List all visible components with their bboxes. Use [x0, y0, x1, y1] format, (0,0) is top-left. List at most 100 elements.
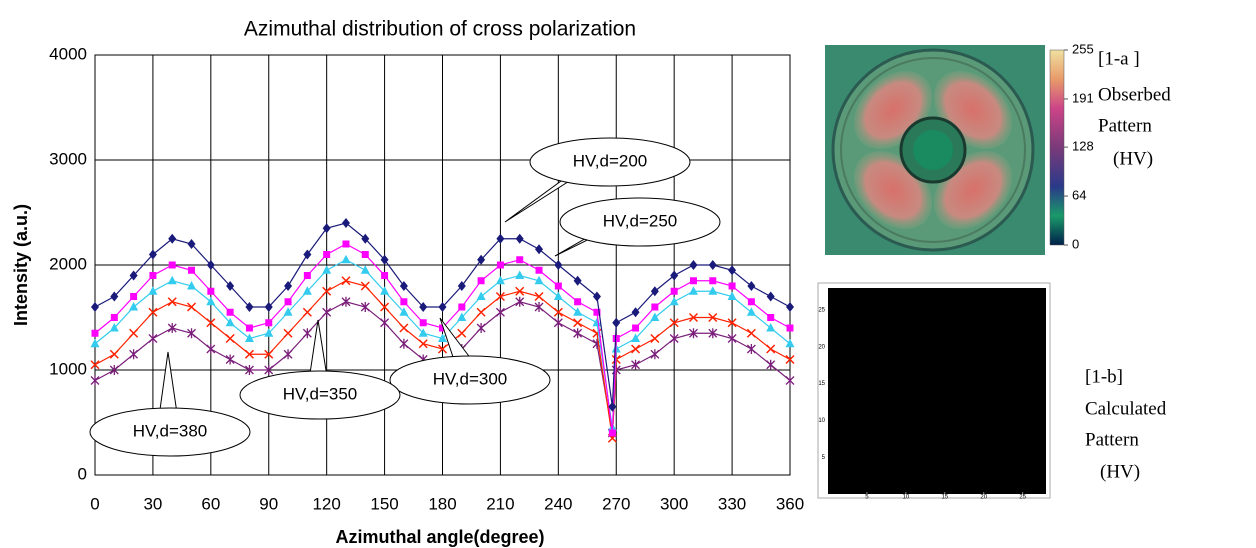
- data-point: [746, 344, 756, 354]
- main-chart: Azimuthal distribution of cross polariza…: [11, 18, 636, 547]
- data-point: [168, 261, 176, 269]
- data-point: [206, 318, 216, 328]
- data-point: [399, 338, 409, 349]
- data-point: [90, 338, 100, 348]
- callout: [239, 370, 401, 420]
- data-point: [322, 265, 332, 274]
- data-point: [785, 338, 795, 348]
- x-tick-label: 30: [143, 494, 162, 513]
- data-point: [766, 291, 775, 302]
- data-point: [457, 312, 467, 321]
- data-point: [534, 275, 544, 285]
- colorbar-label: 255: [1072, 41, 1094, 56]
- data-point: [515, 270, 525, 279]
- data-point: [167, 323, 177, 333]
- data-point: [206, 296, 216, 306]
- data-point: [245, 324, 253, 332]
- center: [913, 130, 953, 170]
- data-point: [360, 265, 370, 274]
- panel-label: Obserbed: [1098, 84, 1171, 105]
- data-point: [303, 272, 311, 279]
- x-tick-label: 150: [370, 494, 398, 513]
- callout: [529, 137, 691, 187]
- data-point: [244, 349, 254, 359]
- data-point: [651, 303, 659, 311]
- calculated-pattern: [817, 282, 1051, 499]
- data-point: [553, 291, 563, 300]
- data-point: [708, 260, 717, 270]
- x-tick-label: 0: [90, 494, 99, 513]
- panel-label: (HV): [1113, 148, 1153, 169]
- data-point: [148, 249, 157, 260]
- data-point: [669, 333, 679, 344]
- data-point: [418, 339, 428, 349]
- data-point: [650, 349, 660, 360]
- data-point: [592, 317, 602, 327]
- colorbar: [1049, 49, 1065, 246]
- data-point: [516, 256, 524, 264]
- data-point: [767, 314, 775, 321]
- data-point: [187, 239, 196, 249]
- data-point: [148, 333, 158, 344]
- data-point: [148, 307, 158, 317]
- data-point: [186, 302, 197, 312]
- data-point: [437, 344, 448, 354]
- data-point: [573, 275, 582, 286]
- data-point: [341, 276, 351, 286]
- data-point: [91, 329, 99, 337]
- data-point: [264, 365, 274, 375]
- data-point: [766, 323, 776, 332]
- panel-label: (HV): [1100, 461, 1140, 482]
- data-point: [283, 349, 293, 360]
- data-point: [786, 302, 794, 312]
- data-point: [573, 307, 583, 316]
- data-point: [418, 328, 428, 337]
- data-point: [612, 317, 621, 328]
- data-point: [341, 254, 351, 264]
- data-point: [264, 302, 273, 312]
- data-point: [457, 281, 466, 291]
- panel-label: [1-a ]: [1098, 48, 1140, 69]
- data-point: [226, 308, 234, 316]
- data-point: [187, 328, 196, 339]
- data-point: [322, 286, 332, 296]
- data-point: [381, 272, 389, 279]
- data-point: [786, 324, 794, 332]
- data-point: [708, 286, 718, 295]
- data-point: [341, 296, 351, 307]
- data-point: [689, 277, 697, 285]
- x-tick-label: 120: [312, 494, 340, 513]
- axis-tick-label: 5: [865, 495, 869, 501]
- data-point: [167, 297, 177, 307]
- data-point: [225, 317, 235, 327]
- data-point: [439, 324, 446, 332]
- x-tick-label: 270: [602, 494, 630, 513]
- data-point: [361, 251, 369, 258]
- data-point: [515, 286, 525, 296]
- data-point: [284, 298, 292, 306]
- data-point: [747, 281, 756, 291]
- colorbar-label: 191: [1072, 90, 1094, 105]
- callout-label: HV,d=250: [603, 211, 678, 230]
- data-point: [650, 312, 660, 321]
- data-point: [746, 328, 756, 338]
- data-point: [631, 359, 641, 370]
- x-tick-label: 90: [259, 494, 278, 513]
- data-point: [554, 260, 563, 270]
- colorbar-label: 0: [1072, 236, 1079, 251]
- axis-tick-label: 15: [818, 381, 825, 387]
- data-point: [380, 254, 389, 265]
- data-point: [515, 233, 524, 244]
- data-point: [553, 307, 563, 317]
- data-point: [342, 240, 350, 248]
- data-point: [245, 302, 254, 312]
- data-point: [399, 281, 408, 291]
- data-point: [631, 333, 641, 342]
- data-point: [727, 291, 737, 300]
- data-point: [438, 302, 447, 312]
- data-point: [207, 287, 215, 295]
- data-point: [400, 298, 408, 306]
- data-point: [669, 296, 679, 306]
- data-point: [728, 282, 736, 290]
